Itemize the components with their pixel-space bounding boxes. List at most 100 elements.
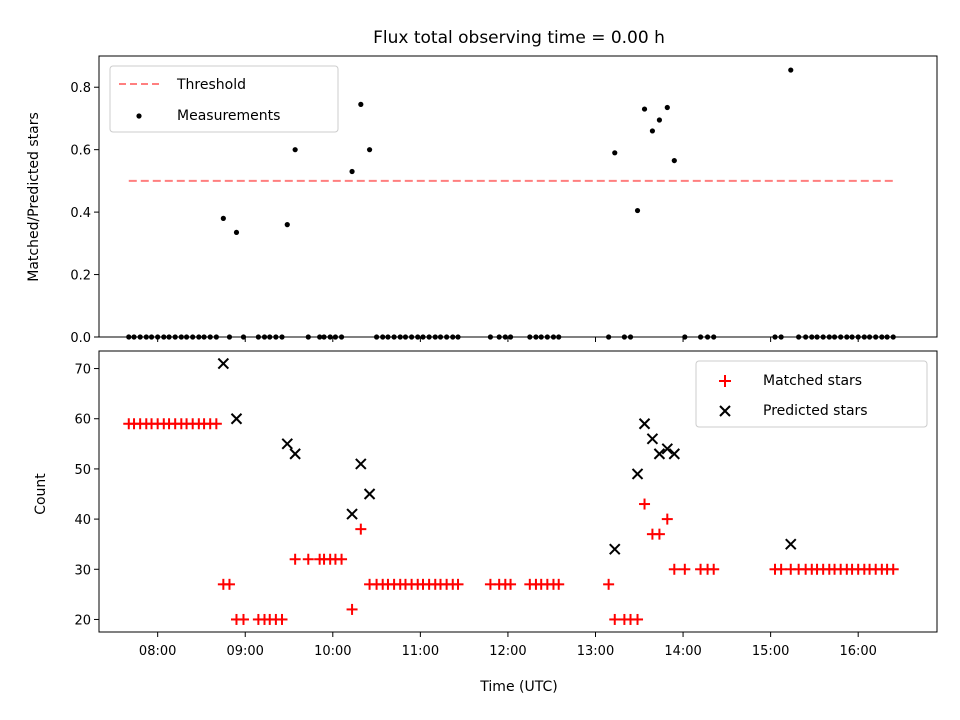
matched-star-point bbox=[775, 563, 787, 575]
bottom-x-tick-label: 15:00 bbox=[752, 644, 789, 659]
measurement-point bbox=[261, 334, 268, 340]
measurement-point bbox=[820, 334, 826, 340]
matched-star-point bbox=[355, 523, 367, 535]
bottom-panel: 20 30 40 50 60 70 08:00 09:00 10:00 11:00 12:00 13… bbox=[33, 350, 938, 695]
bottom-x-tick-label: 13:00 bbox=[577, 644, 614, 659]
matched-star-point bbox=[276, 613, 288, 625]
measurement-point bbox=[809, 334, 815, 340]
predicted-star-point bbox=[289, 448, 301, 460]
measurement-point bbox=[148, 334, 155, 340]
measurement-point bbox=[487, 334, 494, 340]
matched-star-point bbox=[609, 613, 621, 625]
top-legend: Threshold Measurements bbox=[109, 65, 339, 133]
measurement-point bbox=[455, 334, 461, 340]
predicted-star-point bbox=[661, 443, 674, 455]
predicted-star-point bbox=[785, 538, 797, 550]
measurement-point bbox=[538, 334, 544, 340]
matched-star-point bbox=[505, 578, 517, 590]
matched-star-point bbox=[302, 553, 314, 565]
predicted-star-point bbox=[355, 458, 367, 470]
chart-title: Flux total observing time = 0.00 h bbox=[373, 28, 665, 48]
measurement-point bbox=[866, 334, 873, 340]
bottom-y-tick-label: 60 bbox=[74, 413, 91, 428]
measurement-point bbox=[671, 157, 677, 164]
measurement-point bbox=[183, 334, 190, 340]
measurement-point bbox=[873, 334, 879, 340]
top-y-tick-label: 0.2 bbox=[70, 269, 91, 284]
predicted-star-point bbox=[281, 438, 293, 450]
measurement-point bbox=[612, 150, 618, 156]
matched-star-point bbox=[210, 418, 222, 430]
bottom-y-tick-label: 70 bbox=[74, 363, 91, 378]
measurement-point bbox=[556, 334, 562, 340]
legend-threshold-label: Threshold bbox=[176, 77, 246, 93]
measurement-point bbox=[292, 147, 298, 153]
matched-star-point bbox=[887, 563, 899, 575]
measurement-point bbox=[190, 334, 196, 340]
bottom-y-tick-label: 50 bbox=[74, 463, 91, 478]
measurement-point bbox=[814, 334, 820, 340]
measurement-point bbox=[166, 334, 172, 340]
measurement-point bbox=[358, 101, 364, 107]
measurement-point bbox=[704, 334, 711, 340]
measurement-point bbox=[533, 334, 539, 340]
bottom-y-tick-label: 30 bbox=[74, 563, 91, 578]
bottom-x-tick-label: 14:00 bbox=[664, 644, 701, 659]
measurement-point bbox=[507, 334, 514, 340]
predicted-star-point bbox=[346, 508, 358, 520]
measurement-point bbox=[126, 334, 132, 340]
measurement-point bbox=[415, 334, 421, 340]
matched-star-point bbox=[708, 563, 720, 575]
top-y-tick-label: 0.0 bbox=[70, 331, 91, 346]
measurement-point bbox=[879, 334, 885, 340]
top-y-axis-title: Matched/Predicted stars bbox=[26, 112, 42, 282]
measurement-point bbox=[220, 215, 226, 221]
predicted-star-point bbox=[653, 448, 666, 460]
measurement-point bbox=[550, 334, 557, 340]
matched-star-point bbox=[223, 578, 235, 590]
measurement-point bbox=[796, 334, 802, 340]
measurement-point bbox=[649, 128, 656, 134]
measurement-point bbox=[711, 334, 717, 340]
legend-measurements-swatch bbox=[136, 113, 142, 119]
legend-matched-swatch bbox=[719, 375, 731, 387]
top-panel: 0.00.20.40.60.8 Matched/Predicted stars … bbox=[26, 55, 938, 346]
bottom-y-tick-label: 40 bbox=[74, 513, 91, 528]
measurement-point bbox=[273, 334, 279, 340]
bottom-x-tick-label: 08:00 bbox=[139, 644, 176, 659]
measurement-point bbox=[317, 334, 323, 340]
bottom-legend: Matched stars Predicted stars bbox=[695, 360, 928, 428]
legend-predicted-label: Predicted stars bbox=[763, 403, 868, 419]
measurement-point bbox=[426, 334, 432, 340]
measurement-point bbox=[385, 334, 391, 340]
top-y-tick-label: 0.6 bbox=[70, 144, 91, 159]
predicted-star-point bbox=[217, 357, 230, 370]
measurements-series bbox=[126, 67, 896, 340]
predicted-star-point bbox=[646, 433, 659, 445]
measurement-point bbox=[240, 334, 247, 340]
measurement-point bbox=[327, 334, 333, 340]
matched-star-point bbox=[452, 578, 464, 590]
measurement-point bbox=[172, 334, 178, 340]
measurement-point bbox=[527, 334, 533, 340]
measurement-point bbox=[788, 67, 794, 73]
measurement-point bbox=[890, 334, 896, 340]
matched-star-point bbox=[237, 613, 249, 625]
measurement-point bbox=[332, 334, 339, 340]
bottom-x-tick-label: 11:00 bbox=[402, 644, 439, 659]
matched-star-point bbox=[668, 563, 680, 575]
measurement-point bbox=[432, 334, 438, 340]
measurement-point bbox=[849, 334, 855, 340]
legend-predicted-swatch bbox=[719, 405, 731, 417]
top-y-tick-label: 0.4 bbox=[70, 206, 91, 221]
predicted-star-point bbox=[668, 448, 681, 460]
measurement-point bbox=[855, 334, 861, 340]
measurement-point bbox=[861, 334, 867, 340]
measurement-point bbox=[321, 334, 327, 340]
measurement-point bbox=[884, 334, 890, 340]
bottom-y-axis: 20 30 40 50 60 70 bbox=[74, 363, 99, 628]
predicted-star-point bbox=[631, 468, 644, 480]
measurement-point bbox=[502, 334, 508, 340]
measurement-point bbox=[213, 334, 219, 340]
measurement-point bbox=[437, 334, 444, 340]
